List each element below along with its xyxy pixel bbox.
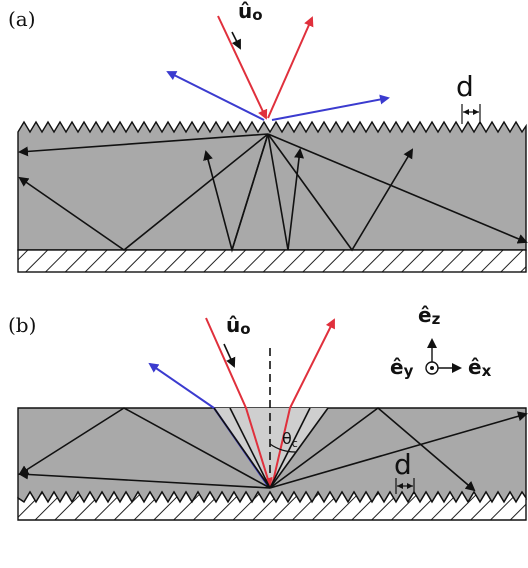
panel-a: (a) ûo (8, 0, 528, 273)
reflected-ray-a (267, 16, 314, 119)
panel-b: (b) ûo (8, 303, 528, 521)
axis-ez-label: êz (418, 303, 441, 328)
critical-angle-label: θc (282, 429, 298, 450)
incident-label-b: ûo (226, 313, 251, 338)
ray-b-5 (269, 407, 311, 489)
ray-b-4 (229, 407, 271, 489)
ray-a-6 (267, 133, 528, 244)
incident-label-a: ûo (238, 0, 263, 24)
ray-b-1 (18, 469, 271, 489)
ray-b-8 (269, 411, 528, 489)
incident-ray-b (205, 317, 273, 488)
ray-a-7 (231, 133, 269, 251)
axis-ey-label: êy (390, 355, 414, 380)
diffracted-blue-left-a (166, 71, 265, 121)
ray-b-6 (269, 407, 329, 489)
axis-ey-dot-icon (430, 366, 434, 370)
internal-rays-a (18, 133, 528, 253)
ray-a-5 (267, 133, 414, 252)
coordinate-axes: êz êx êy (390, 303, 492, 380)
incident-direction-arrow-a (231, 31, 241, 50)
ray-a-2 (18, 133, 269, 251)
panel-b-label: (b) (8, 313, 36, 337)
incident-direction-arrow-b (223, 343, 236, 368)
transmitted-ray-b (271, 318, 335, 487)
period-label-a: d (456, 70, 474, 103)
period-label-b: d (394, 448, 412, 481)
slab-a-body (17, 120, 527, 251)
substrate-b (17, 490, 527, 521)
diffracted-blue-right-a (271, 94, 390, 121)
ray-b-7 (269, 406, 476, 492)
ray-a-4 (267, 133, 305, 251)
axis-ex-label: êx (468, 355, 492, 380)
ray-a-1 (18, 133, 269, 157)
substrate-a (17, 249, 527, 273)
ray-b-3 (213, 407, 271, 489)
incident-ray-a (217, 15, 268, 120)
internal-rays-b (18, 406, 528, 492)
panel-a-label: (a) (8, 7, 36, 31)
critical-angle-arc (269, 443, 297, 453)
ray-b-2 (18, 407, 271, 489)
